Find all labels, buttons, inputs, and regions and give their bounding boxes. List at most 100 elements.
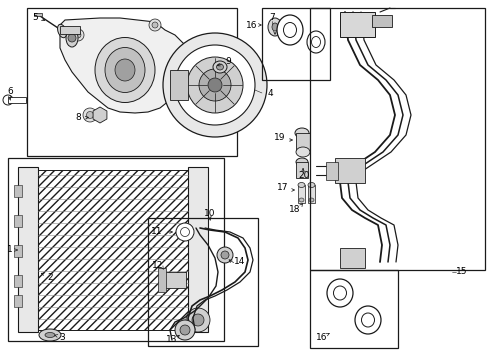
Bar	[310, 270, 398, 348]
Circle shape	[192, 314, 204, 326]
Circle shape	[96, 111, 104, 119]
Text: 13: 13	[166, 336, 178, 345]
Ellipse shape	[296, 147, 310, 157]
Circle shape	[149, 19, 161, 31]
Text: 12: 12	[152, 261, 164, 270]
Circle shape	[186, 308, 210, 332]
Text: 4: 4	[267, 89, 273, 98]
Ellipse shape	[217, 247, 233, 263]
Text: 15: 15	[456, 267, 468, 276]
Ellipse shape	[307, 31, 325, 53]
Ellipse shape	[295, 128, 309, 138]
Text: 16: 16	[316, 333, 328, 342]
Bar	[262, 8, 330, 80]
Circle shape	[187, 57, 243, 113]
Bar	[308, 185, 315, 203]
Bar	[14, 185, 22, 197]
Ellipse shape	[312, 36, 320, 48]
Ellipse shape	[57, 24, 67, 38]
Circle shape	[175, 320, 195, 340]
Bar	[326, 162, 338, 180]
Circle shape	[87, 112, 94, 118]
Bar	[188, 167, 208, 332]
Ellipse shape	[334, 286, 346, 300]
Bar	[162, 272, 186, 288]
Ellipse shape	[221, 251, 229, 259]
Bar	[14, 295, 22, 307]
Circle shape	[180, 325, 190, 335]
Circle shape	[175, 45, 255, 125]
Text: 10: 10	[204, 208, 216, 217]
Bar	[38, 170, 188, 330]
Text: 19: 19	[274, 134, 286, 143]
Ellipse shape	[308, 183, 315, 188]
Ellipse shape	[180, 228, 190, 237]
Ellipse shape	[299, 198, 304, 202]
Text: 14: 14	[234, 257, 245, 266]
Ellipse shape	[217, 64, 223, 70]
Ellipse shape	[277, 15, 303, 45]
Ellipse shape	[355, 306, 381, 334]
Bar	[340, 248, 365, 268]
Ellipse shape	[39, 329, 61, 341]
Ellipse shape	[268, 18, 282, 36]
Ellipse shape	[115, 59, 135, 81]
Bar	[310, 8, 485, 270]
Circle shape	[83, 108, 97, 122]
Ellipse shape	[327, 279, 353, 307]
Ellipse shape	[95, 37, 155, 103]
Circle shape	[176, 62, 183, 68]
Text: 11: 11	[151, 228, 163, 237]
Circle shape	[208, 78, 222, 92]
Bar	[340, 12, 375, 37]
Circle shape	[152, 22, 158, 28]
Text: 18: 18	[289, 206, 301, 215]
Ellipse shape	[272, 23, 278, 31]
Circle shape	[199, 69, 231, 101]
Bar	[8, 158, 224, 341]
Bar	[18, 167, 38, 332]
Circle shape	[72, 29, 84, 41]
Circle shape	[3, 95, 13, 105]
Polygon shape	[60, 18, 188, 113]
Bar	[14, 215, 22, 227]
Bar	[8, 97, 26, 103]
Text: 7: 7	[269, 13, 275, 22]
Bar	[14, 275, 22, 287]
Text: 9: 9	[225, 58, 231, 67]
Ellipse shape	[66, 29, 78, 47]
Ellipse shape	[284, 22, 296, 37]
Bar	[158, 268, 166, 292]
Bar	[34, 13, 42, 16]
Bar	[335, 158, 365, 183]
Bar	[170, 70, 188, 100]
Ellipse shape	[105, 48, 145, 93]
Bar	[296, 133, 310, 151]
Text: 1: 1	[7, 246, 13, 255]
Bar	[148, 218, 258, 346]
Bar	[14, 245, 22, 257]
Text: 8: 8	[75, 113, 81, 122]
Ellipse shape	[298, 183, 305, 188]
Circle shape	[68, 34, 76, 42]
Text: 3: 3	[59, 333, 65, 342]
Text: 17: 17	[277, 184, 289, 193]
Bar	[296, 162, 308, 178]
Text: 6: 6	[7, 87, 13, 96]
Ellipse shape	[362, 313, 374, 327]
Bar	[27, 8, 237, 156]
Ellipse shape	[213, 61, 227, 73]
Text: 2: 2	[47, 274, 53, 283]
Text: 5: 5	[32, 13, 38, 22]
Circle shape	[163, 33, 267, 137]
Bar	[60, 26, 80, 34]
Bar	[372, 15, 392, 27]
Text: 16: 16	[246, 21, 258, 30]
Ellipse shape	[176, 223, 194, 241]
Text: 20: 20	[298, 171, 310, 180]
Circle shape	[75, 32, 81, 38]
Bar	[298, 185, 305, 203]
Ellipse shape	[296, 158, 308, 166]
Ellipse shape	[45, 333, 55, 338]
Ellipse shape	[309, 198, 314, 202]
